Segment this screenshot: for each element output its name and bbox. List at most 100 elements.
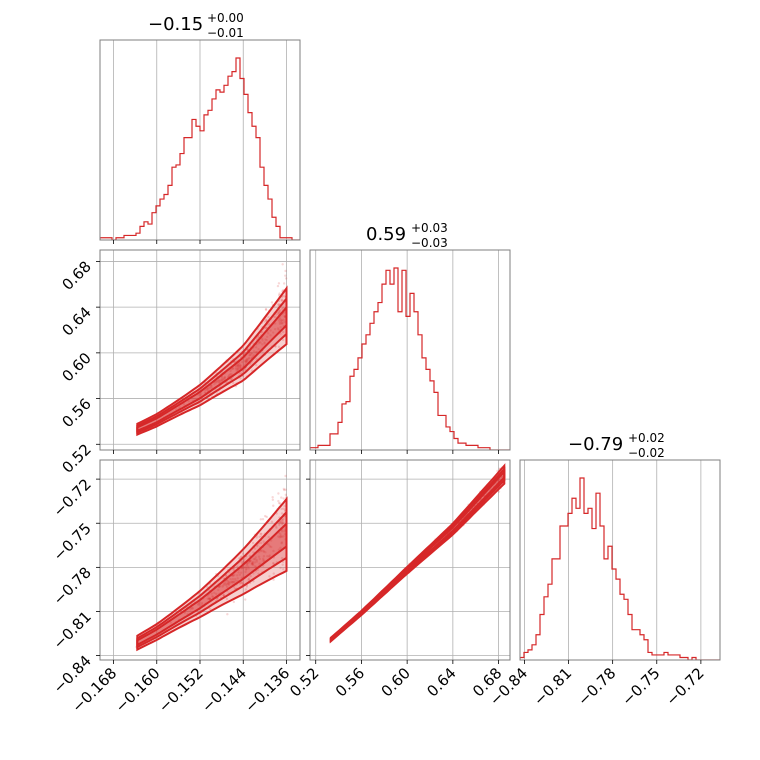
- scatter-point: [226, 613, 229, 616]
- scatter-point: [236, 574, 239, 577]
- scatter-point: [270, 301, 274, 304]
- scatter-point: [261, 339, 264, 342]
- scatter-point: [274, 313, 278, 316]
- histogram-steps: [100, 57, 300, 240]
- scatter-point: [284, 274, 287, 277]
- scatter-point: [247, 567, 250, 570]
- scatter-point: [277, 492, 280, 495]
- scatter-point: [282, 487, 286, 491]
- scatter-point: [277, 311, 280, 314]
- scatter-point: [271, 498, 275, 501]
- scatter-point: [277, 303, 280, 306]
- scatter-point: [283, 504, 286, 508]
- scatter-point: [244, 360, 247, 364]
- histogram-steps: [520, 477, 720, 660]
- scatter-point: [207, 597, 211, 600]
- scatter-point: [284, 493, 287, 497]
- scatter-point: [283, 315, 286, 318]
- scatter-point: [238, 573, 242, 576]
- histogram-panel-param-1: [309, 249, 511, 454]
- scatter-point: [248, 560, 252, 563]
- scatter-point: [247, 561, 251, 564]
- scatter-point: [245, 564, 249, 567]
- scatter-point: [215, 597, 219, 600]
- scatter-point: [278, 292, 281, 295]
- scatter-point: [246, 358, 250, 362]
- scatter-point: [189, 608, 192, 611]
- scatter-point: [268, 554, 271, 557]
- scatter-point: [251, 562, 254, 565]
- scatter-point: [258, 562, 261, 565]
- scatter-point: [223, 375, 226, 379]
- scatter-point: [220, 378, 223, 382]
- scatter-point: [272, 331, 275, 334]
- scatter-point: [267, 536, 270, 539]
- title-plus: +0.02: [628, 431, 665, 445]
- scatter-point: [258, 557, 262, 561]
- scatter-point: [245, 359, 249, 363]
- scatter-point: [197, 603, 200, 606]
- scatter-point: [274, 525, 278, 528]
- scatter-point: [259, 518, 263, 521]
- scatter-point: [278, 523, 281, 527]
- scatter-point: [234, 368, 237, 371]
- scatter-point: [277, 319, 281, 322]
- scatter-point: [282, 517, 285, 521]
- scatter-point: [272, 504, 275, 507]
- scatter-point: [244, 598, 247, 601]
- scatter-point: [283, 294, 286, 298]
- scatter-point: [276, 327, 280, 330]
- y-tick-label: −0.72: [50, 475, 95, 520]
- scatter-point: [279, 534, 282, 538]
- histogram-panel-param-2: [519, 459, 721, 664]
- scatter-point: [260, 532, 263, 536]
- scatter-point: [284, 474, 287, 478]
- scatter-point: [215, 592, 218, 596]
- scatter-point: [248, 353, 252, 357]
- scatter-point: [208, 607, 212, 611]
- scatter-point: [279, 533, 282, 536]
- scatter-point: [280, 507, 283, 511]
- scatter-point: [280, 535, 284, 538]
- scatter-point: [255, 560, 259, 563]
- y-tick-label: −0.75: [50, 519, 95, 564]
- scatter-point: [279, 325, 282, 329]
- scatter-point: [280, 530, 284, 533]
- scatter-point: [187, 399, 190, 403]
- scatter-point: [259, 549, 263, 553]
- scatter-point: [224, 574, 228, 577]
- scatter-point: [280, 496, 283, 499]
- scatter-point: [240, 571, 243, 574]
- scatter-point: [274, 315, 277, 319]
- scatter-point: [229, 378, 232, 381]
- scatter-point: [237, 366, 240, 370]
- title-value: −0.15: [148, 14, 203, 35]
- scatter-point: [237, 571, 240, 574]
- scatter-point: [234, 366, 238, 369]
- contour-inner: [136, 304, 288, 433]
- scatter-point: [244, 359, 247, 362]
- title-value: 0.59: [366, 224, 406, 245]
- scatter-point: [239, 377, 242, 380]
- scatter-point: [242, 566, 246, 569]
- scatter-point: [216, 380, 219, 384]
- scatter-point: [277, 345, 281, 349]
- scatter-point: [260, 337, 264, 340]
- scatter-point: [275, 526, 278, 529]
- scatter-point: [281, 298, 284, 302]
- x-tick-label: −0.75: [618, 664, 663, 709]
- scatter-point: [225, 597, 229, 601]
- scatter-point: [222, 594, 225, 597]
- scatter-point: [269, 329, 272, 332]
- scatter-point: [279, 502, 282, 505]
- scatter-point: [248, 354, 251, 357]
- scatter-point: [251, 562, 255, 566]
- scatter-point: [217, 588, 220, 592]
- scatter-point: [255, 363, 258, 367]
- scatter-point: [236, 364, 240, 368]
- scatter-panel-param-0-vs-param-1: [96, 249, 301, 454]
- scatter-point: [266, 555, 269, 558]
- scatter-point: [200, 601, 204, 605]
- scatter-point: [221, 377, 224, 381]
- scatter-point: [281, 563, 284, 566]
